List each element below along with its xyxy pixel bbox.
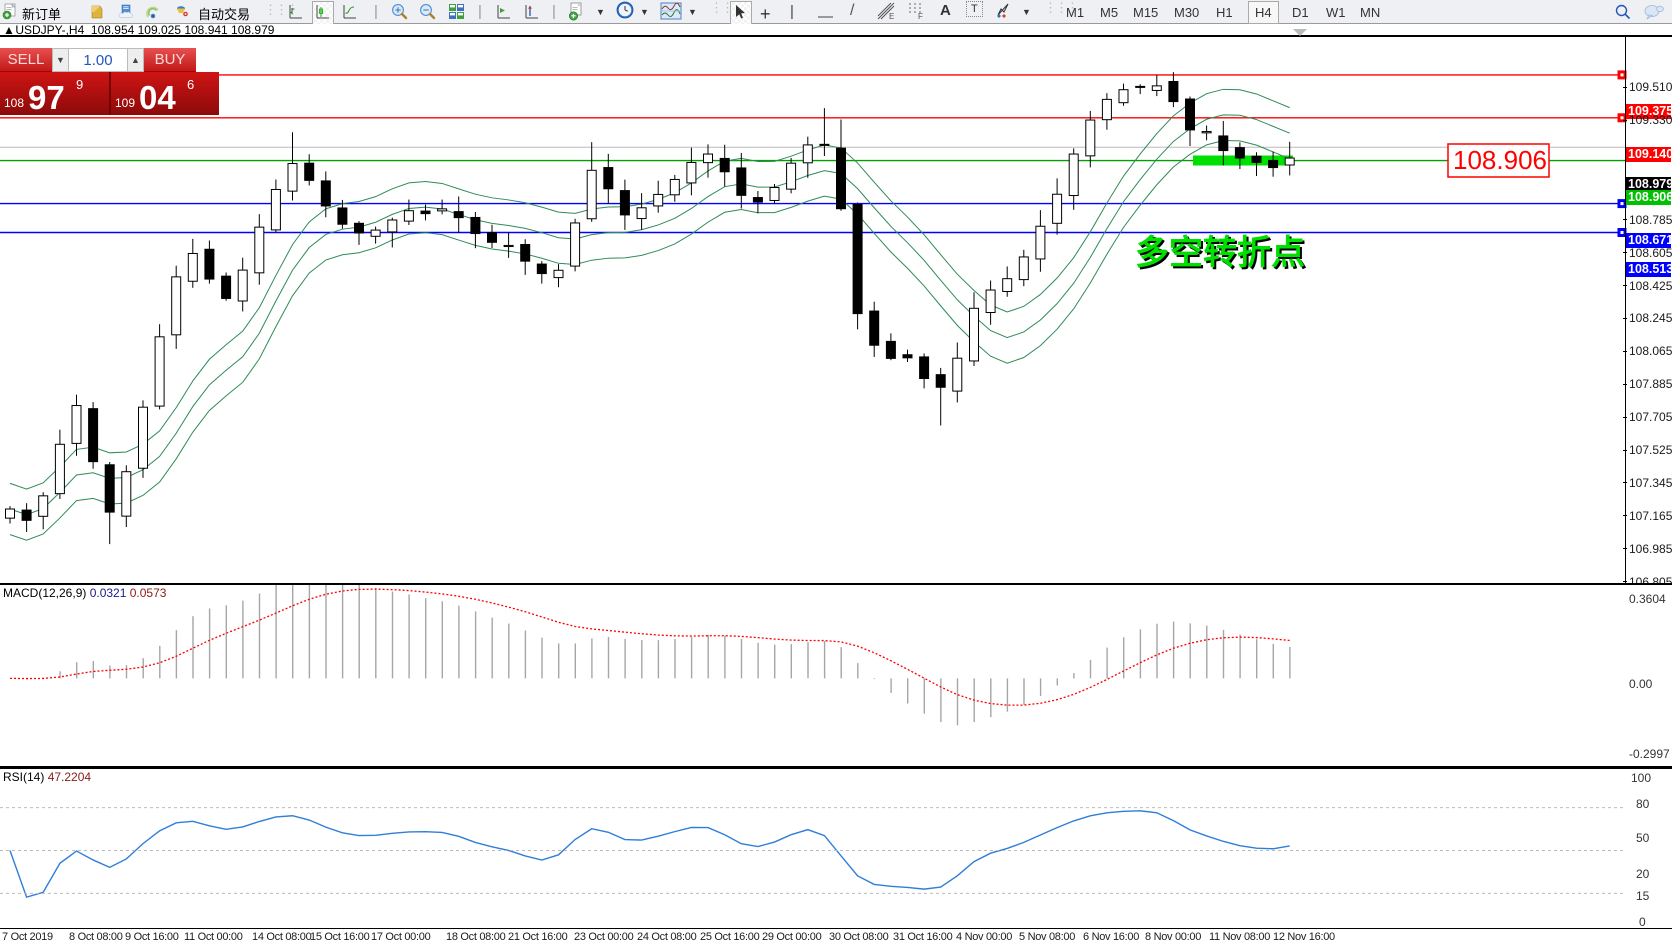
svg-text:108.906: 108.906 bbox=[1453, 145, 1547, 175]
svg-text:E: E bbox=[889, 12, 894, 21]
svg-text:F: F bbox=[918, 12, 923, 20]
svg-text:多空转折点: 多空转折点 bbox=[1135, 234, 1305, 272]
